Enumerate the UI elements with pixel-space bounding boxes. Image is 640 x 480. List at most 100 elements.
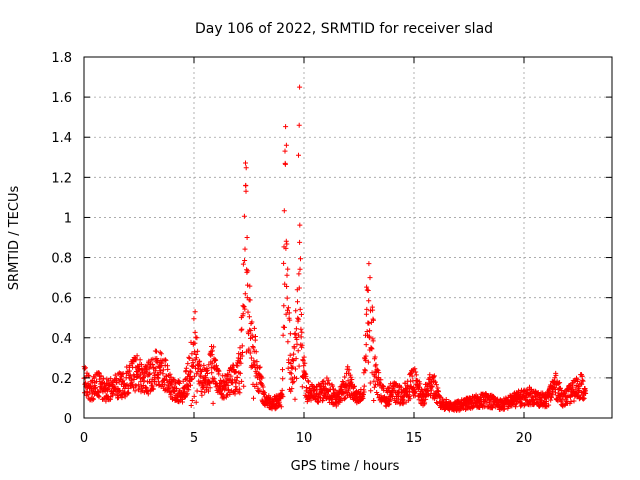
- y-tick-label: 1.8: [51, 51, 72, 66]
- data-point: [242, 306, 248, 312]
- data-point: [301, 354, 307, 360]
- data-point: [290, 364, 296, 370]
- data-point: [192, 309, 198, 315]
- y-tick-label: 1.6: [51, 91, 72, 106]
- data-point: [429, 383, 435, 389]
- data-point: [244, 235, 250, 240]
- data-point: [141, 378, 147, 384]
- data-point: [172, 388, 178, 394]
- data-point: [431, 373, 437, 379]
- data-point: [364, 284, 370, 290]
- data-point: [249, 363, 255, 369]
- data-point: [286, 310, 292, 316]
- data-point: [242, 246, 248, 252]
- data-point: [174, 386, 180, 392]
- data-point: [388, 397, 394, 403]
- data-point: [162, 382, 168, 388]
- data-point: [297, 222, 303, 228]
- data-point: [150, 356, 156, 362]
- data-point: [245, 282, 251, 288]
- data-point: [530, 397, 536, 403]
- data-point: [518, 389, 524, 395]
- data-point: [205, 367, 211, 373]
- data-point: [501, 406, 507, 412]
- data-point: [341, 391, 347, 397]
- data-point: [558, 385, 563, 391]
- data-point: [306, 379, 311, 385]
- y-tick-label: 0.2: [51, 372, 72, 387]
- data-point: [114, 376, 120, 381]
- data-point: [187, 368, 193, 374]
- data-point: [296, 271, 302, 277]
- data-point: [209, 360, 215, 366]
- data-point: [366, 298, 372, 304]
- data-point: [339, 386, 345, 392]
- data-point: [105, 387, 110, 392]
- data-point: [85, 372, 91, 378]
- data-point: [188, 369, 194, 375]
- data-point: [198, 389, 204, 394]
- y-tick-label: 0: [64, 412, 72, 427]
- data-point: [295, 332, 301, 338]
- data-point: [177, 380, 183, 386]
- data-point: [345, 378, 351, 384]
- data-point: [374, 367, 380, 373]
- data-point: [247, 297, 253, 303]
- data-point: [145, 391, 151, 397]
- data-point: [248, 328, 254, 334]
- data-point: [282, 148, 288, 154]
- data-point: [247, 283, 253, 289]
- data-point: [225, 382, 231, 388]
- data-point: [580, 378, 586, 384]
- data-point: [346, 367, 352, 373]
- data-point: [137, 357, 143, 363]
- data-point: [559, 397, 565, 403]
- data-point: [433, 382, 439, 388]
- data-points: [81, 84, 589, 413]
- data-point: [189, 398, 195, 403]
- data-point: [206, 388, 211, 394]
- data-point: [371, 384, 377, 390]
- data-point: [240, 311, 246, 317]
- data-point: [300, 358, 306, 364]
- data-point: [413, 372, 419, 378]
- data-point: [372, 354, 378, 360]
- data-point: [296, 363, 302, 369]
- data-point: [288, 371, 294, 377]
- data-point: [296, 285, 302, 291]
- y-tick-label: 1.4: [51, 131, 72, 146]
- data-point: [251, 325, 257, 331]
- data-point: [180, 399, 185, 405]
- data-point: [553, 372, 559, 378]
- data-point: [287, 352, 293, 358]
- data-point: [297, 306, 303, 312]
- data-point: [240, 303, 246, 309]
- data-point: [247, 350, 253, 356]
- data-point: [228, 373, 234, 379]
- data-point: [281, 303, 287, 309]
- data-point: [575, 377, 581, 383]
- data-point: [413, 369, 419, 375]
- axis-ticks: 0 0.2 0.4 0.6 0.8 1 1.2 1.4 1.6 1.8 0 5 10 15 20: [51, 51, 612, 446]
- data-point: [423, 396, 429, 402]
- data-point: [242, 258, 248, 263]
- data-point: [182, 377, 188, 382]
- data-point: [253, 334, 258, 339]
- data-point: [103, 398, 109, 404]
- data-point: [369, 346, 375, 352]
- data-point: [88, 384, 94, 390]
- data-point: [296, 122, 302, 128]
- data-point: [96, 394, 102, 400]
- y-tick-label: 0.8: [51, 252, 72, 267]
- data-point: [238, 356, 243, 362]
- data-point: [552, 375, 558, 381]
- data-point: [283, 142, 289, 148]
- data-point: [284, 272, 290, 278]
- data-point: [298, 256, 303, 262]
- data-point: [260, 384, 266, 390]
- data-point: [139, 362, 144, 368]
- data-point: [348, 374, 354, 380]
- data-point: [245, 268, 251, 274]
- data-point: [568, 399, 574, 405]
- data-point: [154, 348, 159, 354]
